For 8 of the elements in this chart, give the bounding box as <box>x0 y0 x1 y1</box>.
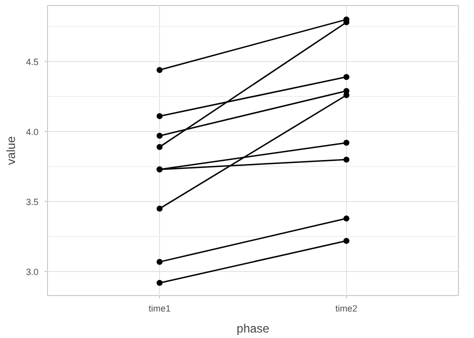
y-axis-title: value <box>4 136 18 165</box>
y-tick-label: 3.0 <box>26 267 39 278</box>
y-tick-label: 4.5 <box>26 57 39 68</box>
x-tick-label: time2 <box>335 304 358 314</box>
y-tick-label: 3.5 <box>26 197 39 208</box>
x-tick-label: time1 <box>148 304 171 314</box>
x-axis-title: phase <box>236 322 270 336</box>
y-tick-label: 4.0 <box>26 127 39 138</box>
